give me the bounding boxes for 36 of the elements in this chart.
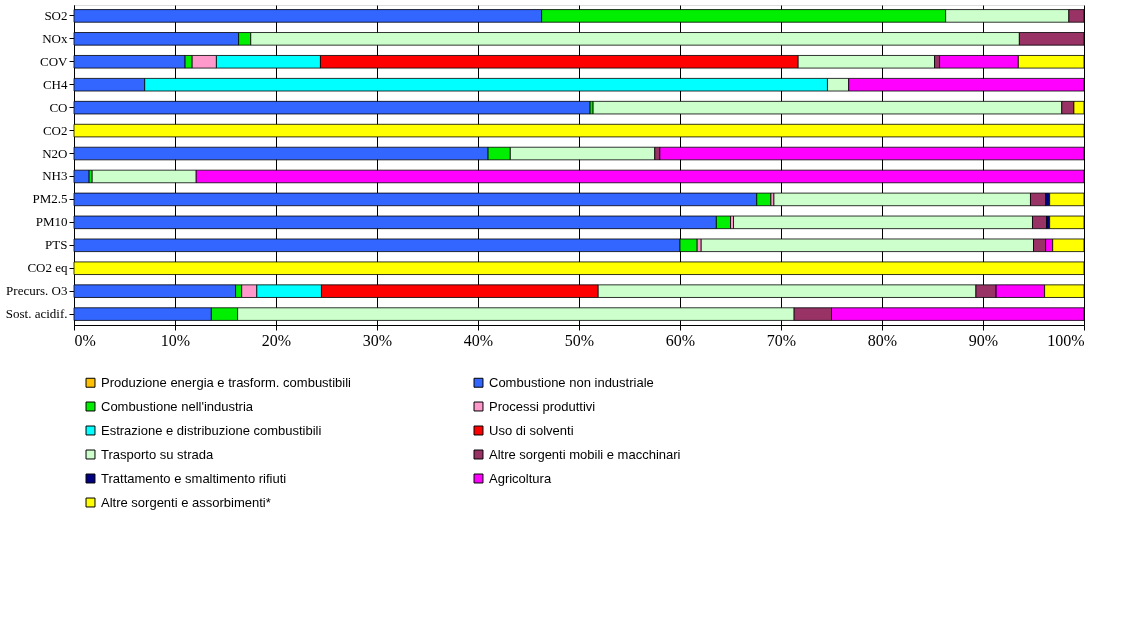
legend-label: Produzione energia e trasform. combustibili <box>101 374 352 390</box>
legend-label: Altre sorgenti e assorbimenti* <box>101 494 271 510</box>
x-tick-label: 10% <box>160 331 191 349</box>
y-tick-label: CO2 <box>42 122 68 138</box>
x-tick-label: 40% <box>463 331 494 349</box>
y-tick-label: PM2.5 <box>32 191 68 207</box>
y-tick-label: NH3 <box>42 168 68 184</box>
legend-label: Combustione non industriale <box>489 374 654 390</box>
y-tick-label: Precurs. O3 <box>6 283 68 299</box>
x-tick-label: 0% <box>74 331 96 349</box>
y-tick-label: COV <box>40 53 69 69</box>
x-tick-label: 70% <box>766 331 797 349</box>
y-tick-label: NOx <box>42 30 68 46</box>
y-tick-label: PTS <box>45 237 68 253</box>
x-tick-label: 30% <box>362 331 393 349</box>
legend-label: Estrazione e distribuzione combustibili <box>101 422 322 438</box>
legend-label: Uso di solventi <box>489 422 574 438</box>
x-tick-label: 90% <box>968 331 999 349</box>
legend-label: Trasporto su strada <box>101 446 214 462</box>
x-tick-label: 60% <box>665 331 696 349</box>
x-tick-label: 80% <box>867 331 898 349</box>
x-tick-label: 20% <box>261 331 292 349</box>
y-tick-label: SO2 <box>44 7 68 23</box>
legend-label: Processi produttivi <box>489 398 596 414</box>
legend-label: Trattamento e smaltimento rifiuti <box>101 470 287 486</box>
y-tick-label: CO2 eq <box>27 260 68 276</box>
legend-label: Combustione nell'industria <box>101 398 254 414</box>
x-tick-label: 100% <box>1047 331 1085 349</box>
y-tick-label: N2O <box>42 145 68 161</box>
y-tick-label: Sost. acidif. <box>5 306 68 322</box>
legend-label: Agricoltura <box>489 470 552 486</box>
x-tick-label: 50% <box>564 331 595 349</box>
legend-label: Altre sorgenti mobili e macchinari <box>489 446 681 462</box>
y-tick-label: CH4 <box>42 76 68 92</box>
y-tick-label: PM10 <box>35 214 68 230</box>
y-tick-label: CO <box>49 99 68 115</box>
